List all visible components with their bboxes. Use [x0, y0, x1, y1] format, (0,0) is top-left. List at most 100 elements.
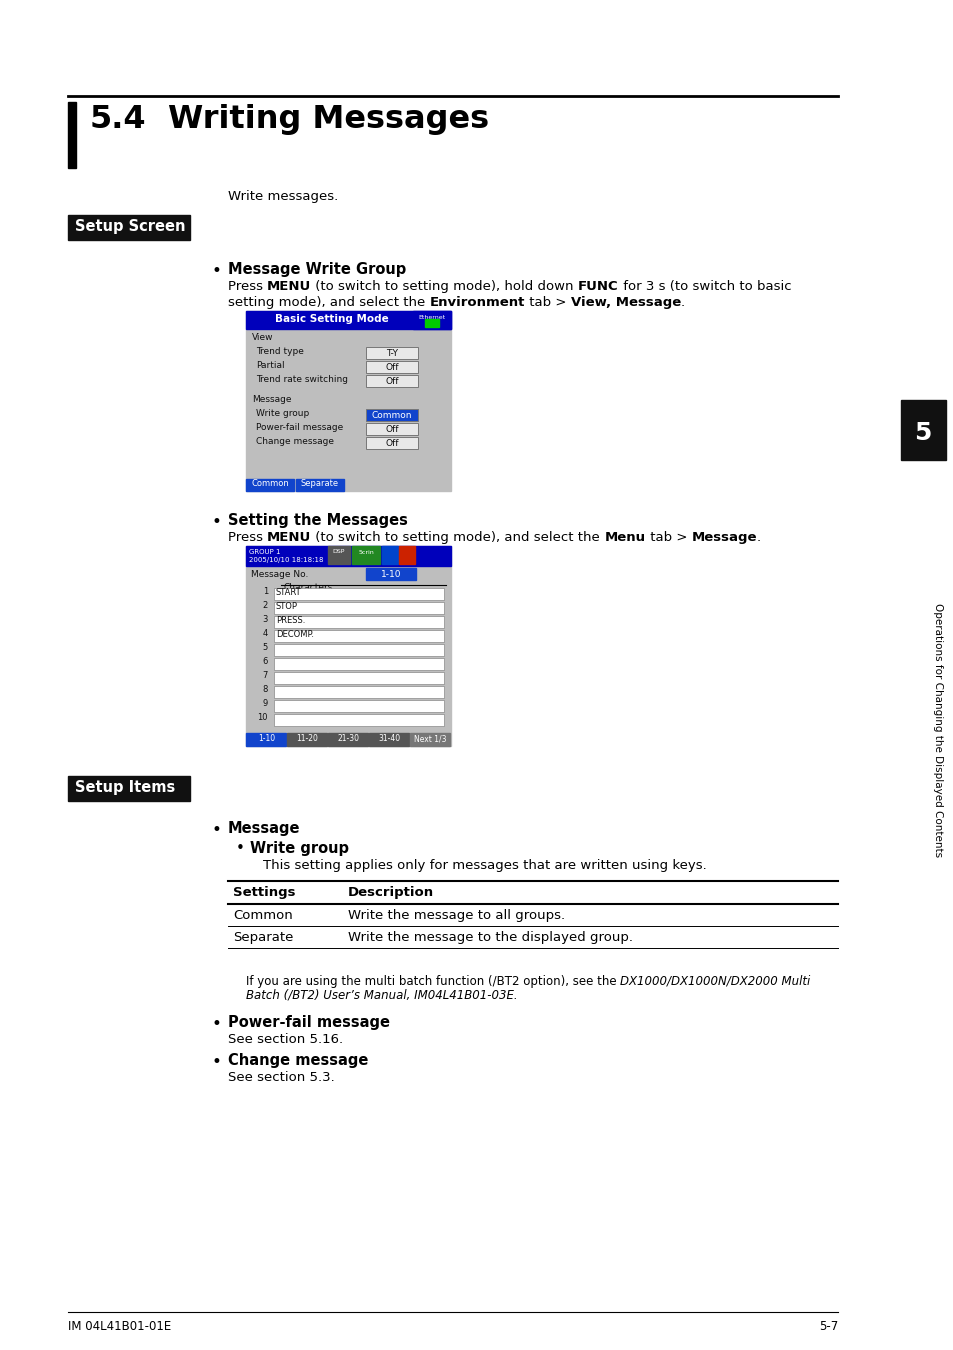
Bar [424, 319, 438, 327]
Bar [68, 103, 76, 167]
Text: Trend type: Trend type [255, 347, 304, 356]
Text: Setting the Messages: Setting the Messages [228, 513, 408, 528]
Text: See section 5.3.: See section 5.3. [228, 1071, 335, 1084]
FancyBboxPatch shape [274, 602, 443, 614]
Text: 11-20: 11-20 [296, 734, 318, 743]
Text: STOP: STOP [275, 602, 297, 612]
Bar [246, 479, 294, 491]
Text: DX1000/DX1000N/DX2000 Multi: DX1000/DX1000N/DX2000 Multi [619, 975, 810, 988]
Bar [328, 733, 368, 747]
Text: 3: 3 [262, 616, 268, 624]
Text: Basic Setting Mode: Basic Setting Mode [274, 315, 389, 324]
FancyBboxPatch shape [274, 714, 443, 726]
FancyBboxPatch shape [366, 375, 417, 387]
Text: Change message: Change message [228, 1053, 368, 1068]
Bar [366, 568, 416, 580]
Text: 31-40: 31-40 [378, 734, 400, 743]
FancyBboxPatch shape [366, 437, 417, 450]
Text: Press: Press [228, 531, 267, 544]
Text: 5crin: 5crin [357, 549, 374, 555]
Text: Off: Off [385, 425, 398, 433]
FancyBboxPatch shape [274, 589, 443, 599]
Text: Setup Screen: Setup Screen [75, 219, 185, 234]
Text: Setup Items: Setup Items [75, 780, 175, 795]
Text: tab >: tab > [524, 296, 570, 309]
Text: 2: 2 [262, 601, 268, 610]
Text: Power-fail message: Power-fail message [228, 1015, 390, 1030]
Text: Separate: Separate [233, 931, 294, 944]
Text: 9: 9 [262, 699, 268, 707]
Text: 7: 7 [262, 671, 268, 680]
Text: •: • [212, 821, 222, 838]
Text: PRESS.: PRESS. [275, 616, 305, 625]
Bar [352, 545, 379, 564]
Text: 21-30: 21-30 [337, 734, 359, 743]
Text: Description: Description [348, 886, 434, 899]
Text: MENU: MENU [267, 531, 312, 544]
Text: setting mode), and select the: setting mode), and select the [228, 296, 429, 309]
Bar [68, 215, 190, 240]
Text: 1-10: 1-10 [380, 570, 401, 579]
Text: View: View [252, 333, 274, 342]
Text: .: . [680, 296, 684, 309]
FancyBboxPatch shape [274, 616, 443, 628]
Text: If you are using the multi batch function (/BT2 option), see the: If you are using the multi batch functio… [246, 975, 619, 988]
Bar [295, 479, 344, 491]
Text: Menu: Menu [604, 531, 645, 544]
Text: Ethernet: Ethernet [418, 315, 445, 320]
Text: Common: Common [372, 410, 412, 420]
Text: Off: Off [385, 377, 398, 386]
Text: See section 5.16.: See section 5.16. [228, 1033, 343, 1046]
Bar [246, 545, 451, 747]
Text: 5: 5 [913, 421, 931, 446]
Text: Change message: Change message [255, 437, 334, 446]
Text: 5.4: 5.4 [90, 104, 147, 135]
Text: 10: 10 [257, 713, 268, 722]
Text: T-Y: T-Y [386, 350, 397, 358]
Text: Message No.: Message No. [251, 570, 308, 579]
Text: Write the message to all groups.: Write the message to all groups. [348, 909, 564, 922]
Text: •: • [212, 1015, 222, 1033]
Text: 8: 8 [262, 684, 268, 694]
Bar [369, 733, 409, 747]
Text: 1-10: 1-10 [257, 734, 274, 743]
Text: Message Write Group: Message Write Group [228, 262, 406, 277]
Text: 4: 4 [262, 629, 268, 639]
Bar [246, 545, 451, 566]
Text: •: • [235, 841, 245, 856]
Text: 6: 6 [262, 657, 268, 666]
Bar [328, 545, 350, 564]
Text: Settings: Settings [233, 886, 295, 899]
Text: (to switch to setting mode), hold down: (to switch to setting mode), hold down [312, 279, 578, 293]
Text: 5: 5 [262, 643, 268, 652]
FancyBboxPatch shape [274, 701, 443, 711]
Bar [900, 400, 945, 460]
FancyBboxPatch shape [274, 686, 443, 698]
Bar [410, 733, 450, 747]
Bar [398, 545, 415, 564]
Text: View, Message: View, Message [570, 296, 680, 309]
FancyBboxPatch shape [274, 672, 443, 684]
FancyBboxPatch shape [366, 423, 417, 435]
Text: Off: Off [385, 363, 398, 373]
Text: Environment: Environment [429, 296, 524, 309]
Text: Write messages.: Write messages. [228, 190, 338, 202]
Text: Next 1/3: Next 1/3 [414, 734, 446, 743]
Text: This setting applies only for messages that are written using keys.: This setting applies only for messages t… [263, 859, 706, 872]
Text: •: • [212, 513, 222, 531]
Bar [287, 733, 327, 747]
Text: Common: Common [233, 909, 293, 922]
Text: •: • [212, 262, 222, 279]
Text: Separate: Separate [300, 479, 338, 487]
Text: tab >: tab > [645, 531, 691, 544]
Text: GROUP 1: GROUP 1 [249, 549, 280, 555]
Text: Batch (/BT2) User’s Manual, IM04L41B01-03E.: Batch (/BT2) User’s Manual, IM04L41B01-0… [246, 990, 517, 1002]
FancyBboxPatch shape [366, 347, 417, 359]
Text: Trend rate switching: Trend rate switching [255, 375, 348, 383]
FancyBboxPatch shape [274, 657, 443, 670]
FancyBboxPatch shape [274, 630, 443, 643]
Text: MENU: MENU [267, 279, 312, 293]
Text: FUNC: FUNC [578, 279, 618, 293]
Text: .: . [756, 531, 760, 544]
Text: Common: Common [251, 479, 289, 487]
